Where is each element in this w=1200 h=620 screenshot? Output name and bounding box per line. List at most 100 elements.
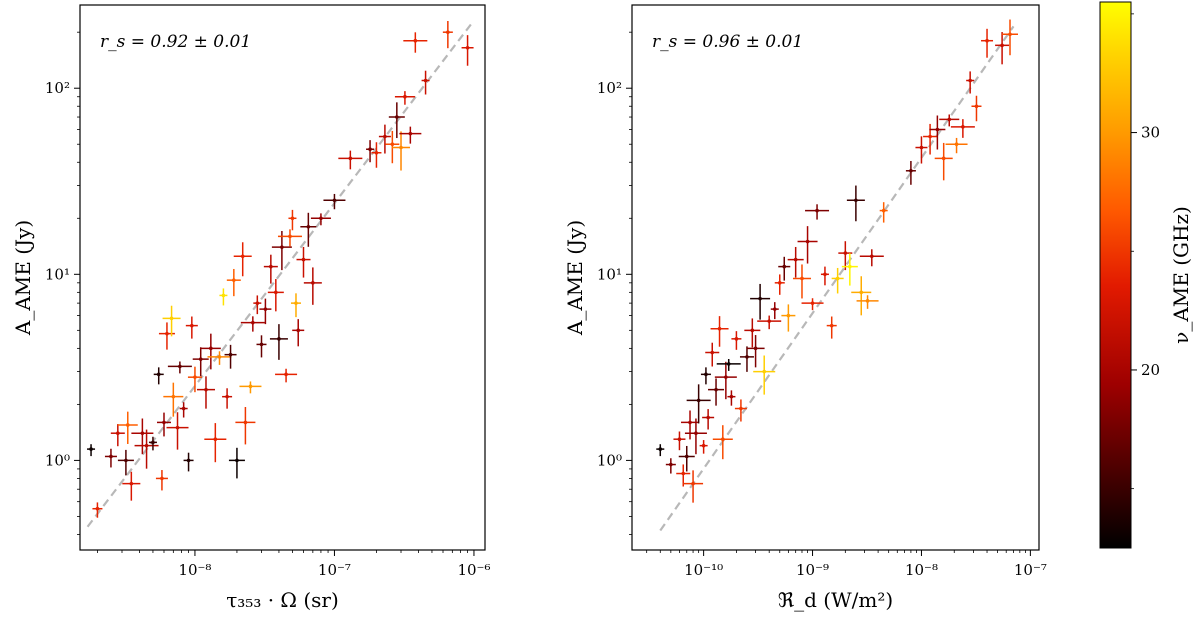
data-point xyxy=(222,388,233,409)
data-point xyxy=(966,71,975,94)
data-point xyxy=(290,293,301,318)
x-tick-label: 10⁻¹⁰ xyxy=(684,561,723,579)
x-tick-label: 10⁻⁸ xyxy=(178,561,211,579)
y-tick-label: 10¹ xyxy=(45,265,70,283)
data-point xyxy=(859,249,884,267)
data-point xyxy=(678,445,695,472)
data-point xyxy=(797,226,818,264)
data-point xyxy=(240,316,265,332)
data-point xyxy=(366,140,375,163)
data-point xyxy=(156,412,171,437)
data-point xyxy=(110,424,125,447)
data-point xyxy=(750,283,771,320)
data-point xyxy=(846,185,865,222)
y-tick-label: 10² xyxy=(45,79,70,97)
data-point xyxy=(731,331,742,350)
data-point xyxy=(939,114,960,127)
data-point xyxy=(269,324,288,360)
data-point xyxy=(292,319,305,347)
x-tick-label: 10⁻⁸ xyxy=(905,561,938,579)
data-point xyxy=(879,202,888,223)
data-point xyxy=(163,382,184,417)
scatter-panel-left: 10⁻⁸ 10⁻⁷ 10⁻⁶ 10⁰ 10¹ 10² r_s = 0.92 ± 0.01 τ₃… xyxy=(11,4,490,612)
y-tick-label: 10⁰ xyxy=(45,451,70,469)
data-point xyxy=(805,204,830,220)
data-point xyxy=(710,316,729,347)
data-point xyxy=(117,449,134,476)
data-point xyxy=(187,366,202,393)
data-point xyxy=(323,193,346,210)
data-point xyxy=(204,423,227,463)
data-point xyxy=(705,342,720,367)
y-axis-title: A_AME (Jy) xyxy=(563,220,587,336)
data-point xyxy=(712,425,733,460)
data-point xyxy=(841,253,858,286)
x-tick-label: 10⁻⁹ xyxy=(796,561,829,579)
data-point xyxy=(838,241,853,271)
data-point xyxy=(148,436,157,451)
data-point xyxy=(275,368,298,383)
data-point xyxy=(167,361,192,374)
data-point xyxy=(826,316,837,339)
data-point xyxy=(92,502,103,518)
data-point xyxy=(235,407,256,445)
data-point xyxy=(673,431,686,451)
x-axis-title: τ₃₅₃ · Ω (sr) xyxy=(226,588,339,612)
data-point xyxy=(757,315,782,330)
data-point xyxy=(461,35,474,66)
data-point xyxy=(923,123,938,155)
data-point xyxy=(259,298,272,325)
data-point xyxy=(196,376,215,409)
data-point xyxy=(224,344,237,369)
data-point xyxy=(792,264,811,299)
data-point xyxy=(905,160,916,185)
fit-line xyxy=(86,23,472,528)
data-point xyxy=(714,361,737,400)
data-point xyxy=(183,452,194,472)
data-point xyxy=(684,418,707,455)
data-point xyxy=(981,28,994,58)
y-tick-label: 10² xyxy=(597,79,622,97)
plot-frame xyxy=(631,4,1040,551)
plot-frame xyxy=(79,4,486,551)
data-point xyxy=(153,367,164,385)
data-point xyxy=(338,150,363,170)
data-point xyxy=(300,212,317,247)
data-point xyxy=(392,131,411,171)
data-point xyxy=(296,246,311,278)
data-point xyxy=(271,231,292,271)
data-point xyxy=(950,119,975,138)
data-point xyxy=(934,142,953,181)
data-point xyxy=(158,322,175,350)
data-point xyxy=(256,335,267,358)
data-point xyxy=(753,355,776,395)
data-point xyxy=(310,213,331,226)
data-point xyxy=(388,102,405,139)
data-point xyxy=(277,229,302,247)
data-point xyxy=(971,95,982,122)
minor-ticks xyxy=(629,31,1026,553)
scatter-panel-right: 10⁻¹⁰ 10⁻⁹ 10⁻⁸ 10⁻⁷ 10⁰ 10¹ 10² r_s = 0.96 ± 0… xyxy=(563,4,1047,612)
data-point xyxy=(219,288,228,306)
data-point xyxy=(185,316,198,339)
colorbar-label: ν_AME (GHz) xyxy=(1169,206,1193,344)
data-point xyxy=(162,305,181,337)
data-points xyxy=(656,19,1018,503)
data-point xyxy=(192,347,209,377)
data-point xyxy=(263,254,278,284)
data-point xyxy=(734,399,747,422)
data-point xyxy=(228,447,245,479)
data-point xyxy=(770,302,779,320)
x-tick-label: 10⁻⁷ xyxy=(1014,561,1047,579)
x-tick-label: 10⁻⁷ xyxy=(318,561,351,579)
data-point xyxy=(781,304,796,332)
data-point xyxy=(267,279,284,312)
data-point xyxy=(253,295,262,315)
data-point xyxy=(122,471,141,501)
data-point xyxy=(656,444,665,457)
colorbar: 20 30 ν_AME (GHz) xyxy=(1099,1,1193,549)
data-point xyxy=(801,298,824,311)
data-point xyxy=(200,333,221,370)
data-point xyxy=(774,274,785,295)
